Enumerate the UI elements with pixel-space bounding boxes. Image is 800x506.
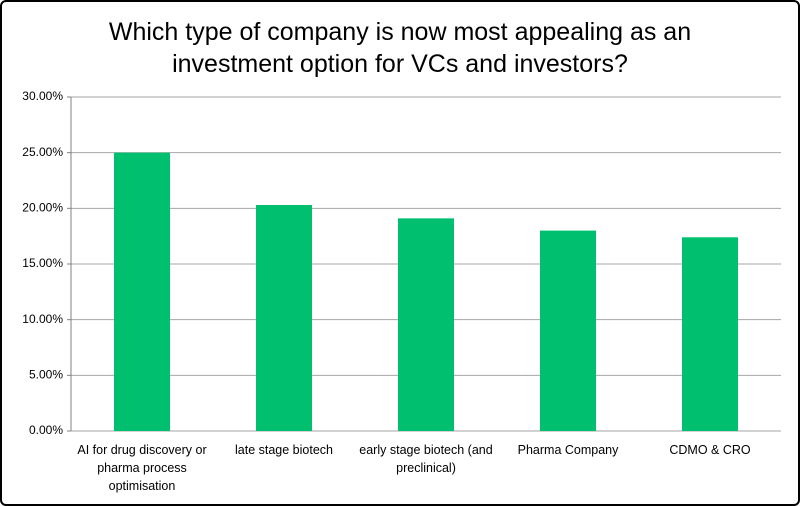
y-tick-label: 25.00% xyxy=(22,145,63,159)
bar xyxy=(256,204,312,431)
x-tick-label: early stage biotech (and preclinical) xyxy=(359,443,493,475)
y-tick-label: 20.00% xyxy=(22,201,63,215)
bar xyxy=(540,230,596,431)
x-tick-label: late stage biotech xyxy=(235,443,333,457)
y-tick-label: 0.00% xyxy=(29,423,63,437)
chart-title: Which type of company is now most appeal… xyxy=(108,18,692,78)
y-tick-label: 15.00% xyxy=(22,256,63,270)
x-tick-label: Pharma Company xyxy=(517,443,619,457)
y-tick-label: 10.00% xyxy=(22,312,63,326)
y-tick-label: 30.00% xyxy=(22,89,63,103)
x-tick-label: CDMO & CRO xyxy=(669,443,751,457)
y-tick-label: 5.00% xyxy=(29,368,63,382)
x-tick-label: AI for drug discovery or pharma process … xyxy=(77,443,207,493)
bar xyxy=(398,218,454,431)
bar xyxy=(682,237,738,431)
bar xyxy=(114,152,170,431)
